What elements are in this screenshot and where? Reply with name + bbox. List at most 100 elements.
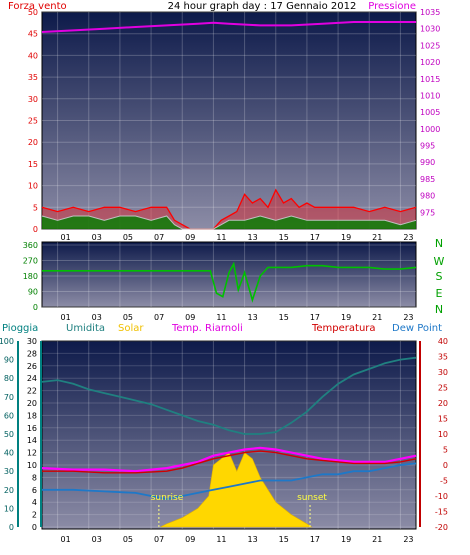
temp-tick-label: 20: [438, 399, 448, 408]
wind-tick-label: 45: [28, 30, 38, 39]
temp-tick-label: 15: [438, 415, 448, 424]
wind-line: [41, 188, 417, 230]
rain-tick-label: 6: [32, 486, 37, 495]
temp-tick-label: 40: [438, 337, 448, 346]
humidity-tick-label: 100: [0, 337, 14, 346]
legend-humidity: Umidita: [66, 323, 105, 334]
pressure-axis-label: Pressione: [368, 1, 416, 12]
pressure-tick-label: 1035: [420, 8, 440, 17]
humidity-line: [41, 356, 417, 435]
hour-tick-label: 19: [341, 233, 351, 242]
pressure-tick-label: 980: [420, 192, 435, 201]
hour-tick-label: 17: [310, 313, 320, 322]
humidity-tick-label: 10: [4, 504, 14, 513]
humidity-tick-label: 90: [4, 356, 14, 365]
hour-tick-label: 07: [154, 535, 164, 544]
humidity-tick-label: 80: [4, 374, 14, 383]
hour-tick-label: 23: [403, 535, 413, 544]
pressure-tick-label: 990: [420, 158, 435, 167]
wind-tick-label: 0: [33, 225, 38, 234]
hour-tick-label: 13: [247, 233, 257, 242]
sunrise-label: sunrise: [151, 493, 184, 503]
hour-tick-label: 13: [247, 313, 257, 322]
rain-tick-label: 18: [27, 411, 37, 420]
legend-temperature: Temperatura: [311, 323, 376, 334]
hour-tick-label: 15: [279, 313, 289, 322]
rain-tick-label: 16: [27, 424, 37, 433]
hour-tick-label: 11: [216, 233, 226, 242]
sunset-label: sunset: [297, 493, 327, 503]
hour-tick-label: 23: [403, 313, 413, 322]
rain-tick-label: 24: [27, 374, 37, 383]
pressure-tick-label: 975: [420, 208, 435, 217]
hour-tick-label: 03: [92, 313, 102, 322]
wind-axis-label: Forza vento: [8, 1, 67, 12]
hour-tick-label: 05: [123, 233, 133, 242]
rain-tick-label: 20: [27, 399, 37, 408]
hour-tick-label: 15: [279, 535, 289, 544]
hour-tick-label: 09: [185, 313, 195, 322]
temp-tick-label: -20: [435, 523, 448, 532]
humidity-tick-label: 20: [4, 486, 14, 495]
wind-tick-label: 40: [28, 51, 38, 60]
temp-tick-label: 35: [438, 353, 448, 362]
hour-tick-label: 21: [372, 535, 382, 544]
pressure-line: [41, 21, 416, 33]
rain-tick-label: 10: [27, 461, 37, 470]
hour-tick-label: 01: [60, 313, 70, 322]
gust-area: [42, 216, 416, 229]
hour-tick-label: 01: [60, 233, 70, 242]
humidity-tick-label: 30: [4, 467, 14, 476]
temp-tick-label: -15: [435, 508, 448, 517]
rain-tick-label: 22: [27, 387, 37, 396]
hour-tick-label: 21: [372, 313, 382, 322]
compass-e: E: [436, 287, 443, 300]
hour-tick-label: 01: [60, 535, 70, 544]
direction-tick-label: 360: [23, 241, 38, 250]
pressure-tick-label: 995: [420, 142, 435, 151]
humidity-tick-label: 40: [4, 449, 14, 458]
legend-solar: Solar: [118, 323, 144, 334]
direction-tick-label: 0: [33, 303, 38, 312]
wind-tick-label: 50: [28, 8, 38, 17]
direction-line: [42, 261, 417, 303]
hour-tick-label: 19: [341, 535, 351, 544]
gust-line: [41, 215, 417, 230]
wind-tick-label: 5: [33, 203, 38, 212]
pressure-tick-label: 1010: [420, 91, 440, 100]
hour-tick-label: 03: [92, 535, 102, 544]
direction-tick-label: 180: [23, 272, 38, 281]
rain-tick-label: 0: [32, 523, 37, 532]
hour-tick-label: 19: [341, 313, 351, 322]
pressure-tick-label: 1005: [420, 108, 440, 117]
wind-tick-label: 10: [28, 182, 38, 191]
pressure-tick-label: 1025: [420, 41, 440, 50]
pressure-tick-label: 1000: [420, 125, 440, 134]
solar-area: [160, 452, 313, 528]
wind-tick-label: 30: [28, 95, 38, 104]
rain-tick-label: 12: [27, 449, 37, 458]
temp-tick-label: 5: [443, 446, 448, 455]
pressure-tick-label: 1015: [420, 75, 440, 84]
hour-tick-label: 05: [123, 313, 133, 322]
temp-tick-label: 0: [443, 461, 448, 470]
temp-tick-label: 10: [438, 430, 448, 439]
temp-tick-label: 25: [438, 384, 448, 393]
hour-tick-label: 07: [154, 233, 164, 242]
legend-app-temp: Temp. Riarnoli: [171, 323, 243, 334]
direction-tick-label: 90: [28, 288, 38, 297]
hour-tick-label: 15: [279, 233, 289, 242]
hour-tick-label: 05: [123, 535, 133, 544]
compass-n-top: N: [435, 237, 443, 250]
temp-tick-label: -10: [435, 492, 448, 501]
temperature-line: [42, 450, 417, 474]
hour-tick-label: 21: [372, 233, 382, 242]
rain-tick-label: 28: [27, 349, 37, 358]
compass-n-bottom: N: [435, 303, 443, 316]
rain-tick-label: 26: [27, 362, 37, 371]
rain-tick-label: 2: [32, 511, 37, 520]
wind-tick-label: 20: [28, 138, 38, 147]
humidity-tick-label: 60: [4, 411, 14, 420]
compass-s: S: [436, 270, 443, 283]
